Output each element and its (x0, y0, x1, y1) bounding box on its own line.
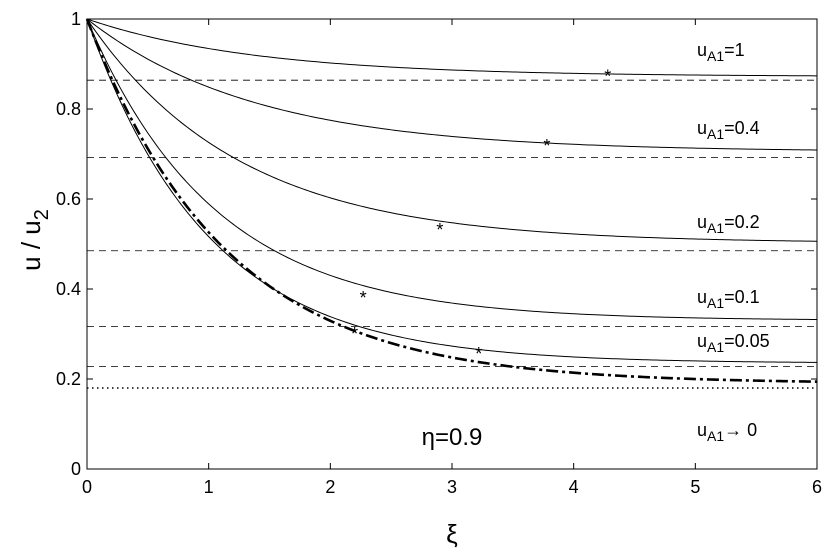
y-tick-label: 0.4 (56, 279, 81, 299)
star-marker: * (351, 324, 358, 344)
series-label: uA1→ 0 (697, 420, 757, 444)
plot-frame (86, 18, 818, 470)
y-tick-label: 0.8 (56, 99, 81, 119)
series-curve (86, 18, 818, 320)
series-curve (86, 18, 818, 242)
x-tick-label: 4 (569, 477, 579, 497)
star-marker: * (436, 220, 443, 240)
y-tick-label: 0 (71, 459, 81, 479)
series-label: uA1=0.2 (697, 212, 760, 236)
y-axis-label: u / u2 (16, 209, 53, 271)
y-tick-label: 0.2 (56, 369, 81, 389)
x-axis-label: ξ (446, 519, 458, 549)
series-labels: uA1=1 uA1=0.4 uA1=0.2 uA1=0.1 uA1=0.05 uA1→ 0 (697, 40, 770, 444)
y-tick-label: 0.6 (56, 189, 81, 209)
series-curve (86, 18, 818, 363)
chart-marks: ****** (85, 18, 818, 470)
series-curve (86, 18, 818, 151)
star-marker: * (360, 288, 367, 308)
x-tick-label: 0 (82, 477, 92, 497)
axis-ticks: 0 1 2 3 4 5 6 0 0.2 0.4 0.6 0.8 1 (56, 9, 822, 497)
series-label: uA1=1 (697, 40, 745, 64)
series-curve (85, 18, 818, 383)
x-tick-label: 1 (204, 477, 214, 497)
series-label: uA1=0.05 (697, 331, 770, 355)
eta-annotation: η=0.9 (422, 424, 483, 451)
star-marker: * (604, 66, 611, 86)
y-tick-label: 1 (71, 9, 81, 29)
series-curve (86, 18, 818, 77)
x-tick-label: 3 (447, 477, 457, 497)
star-marker: * (543, 136, 550, 156)
star-marker: * (475, 344, 482, 364)
series-label: uA1=0.4 (697, 118, 760, 142)
x-tick-label: 2 (325, 477, 335, 497)
x-tick-label: 6 (812, 477, 822, 497)
x-tick-label: 5 (690, 477, 700, 497)
series-label: uA1=0.1 (697, 287, 760, 311)
